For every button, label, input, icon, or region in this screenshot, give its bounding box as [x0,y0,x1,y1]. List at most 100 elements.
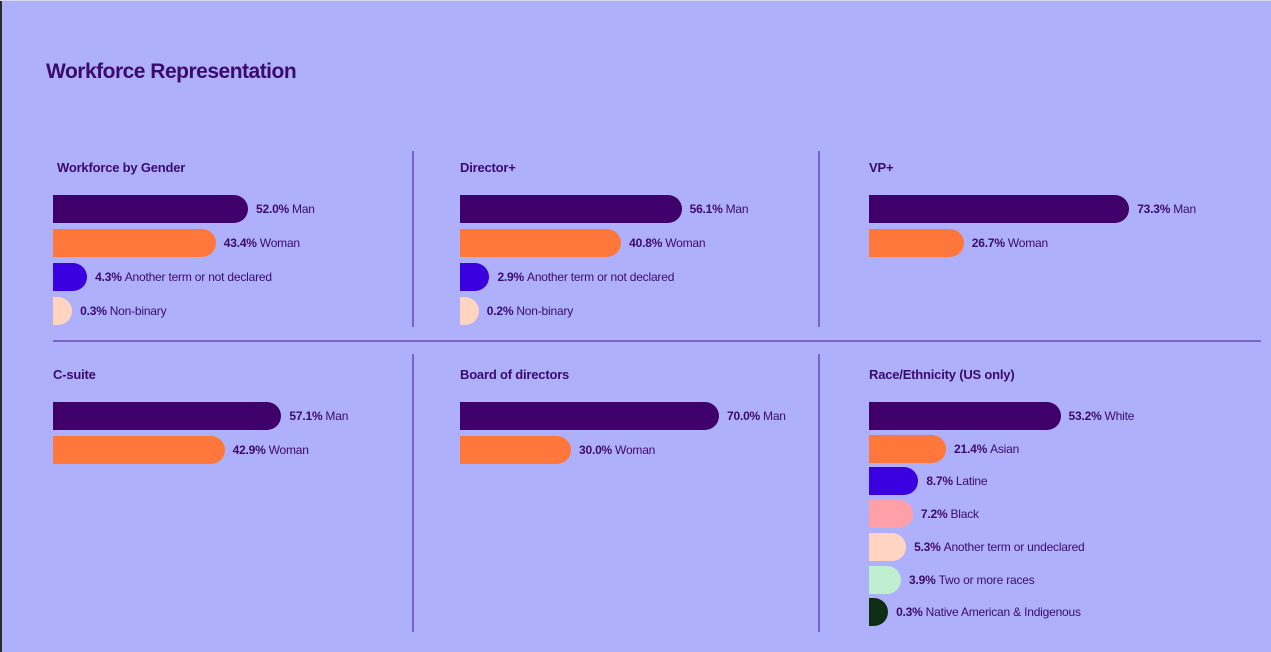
value-label: 7.2% [920,507,948,522]
bar-row: 52.0% Man [53,195,315,223]
data-label: 56.1% Man [690,202,749,216]
data-label: 4.3% Another term or not declared [95,270,272,284]
bar-man [869,195,1130,223]
bar-row: 40.8% Woman [460,229,706,257]
bar-another-term-or-undeclared [869,532,907,561]
data-label: 73.3% Man [1137,202,1196,216]
bar-row: 2.9% Another term or not declared [460,263,674,291]
value-label: 8.7% [926,474,953,489]
category-label: Man [292,202,315,216]
page-title: Workforce Representation [46,60,297,83]
bar-row: 30.0% Woman [460,436,655,464]
category-label: Woman [268,443,309,457]
data-label: 3.9% Two or more races [909,573,1035,587]
value-label: 4.3% [95,270,122,284]
chart-title: Director+ [460,160,516,175]
value-label: 73.3% [1137,202,1171,216]
chart-title: C-suite [53,367,96,382]
data-label: 0.3% Non-binary [80,304,166,318]
vertical-divider [818,354,820,632]
bar-another-term-or-not-declared [53,263,88,291]
value-label: 30.0% [579,443,613,457]
data-label: 21.4% Asian [954,442,1019,456]
data-label: 2.9% Another term or not declared [497,270,674,284]
vertical-divider [818,151,820,327]
bar-latine [869,467,919,496]
category-label: Black [950,507,979,522]
data-label: 40.8% Woman [629,236,705,250]
category-label: Non-binary [516,304,574,318]
value-label: 70.0% [727,409,761,423]
category-label: Woman [259,236,300,250]
data-label: 57.1% Man [289,409,348,423]
bar-row: 0.2% Non-binary [460,297,573,325]
bar-row: 43.4% Woman [53,229,300,257]
bar-two-or-more-races [869,565,902,594]
chart-title: Race/Ethnicity (US only) [869,367,1015,382]
category-label: Native American & Indigenous [925,605,1081,620]
category-label: Two or more races [938,572,1035,587]
value-label: 0.2% [486,304,514,318]
bar-black [869,500,913,529]
value-label: 21.4% [954,441,988,456]
bar-row: 8.7% Latine [869,467,988,496]
bar-row: 70.0% Man [460,402,786,430]
category-label: White [1104,409,1135,423]
data-label: 5.3% Another term or undeclared [914,539,1085,554]
bar-row: 0.3% Native American & Indigenous [869,598,1081,627]
category-label: Latine [955,474,988,489]
value-label: 2.9% [497,270,525,284]
value-label: 52.0% [256,202,290,216]
bar-another-term-or-not-declared [460,263,490,291]
bar-row: 53.2% White [869,402,1134,430]
data-label: 8.7% Latine [926,474,987,488]
data-label: 7.2% Black [921,507,979,521]
bar-man [53,402,282,430]
data-label: 70.0% Man [727,409,786,423]
category-label: Woman [665,236,706,250]
data-label: 52.0% Man [256,202,315,216]
data-label: 43.4% Woman [224,236,300,250]
data-label: 42.9% Woman [233,443,309,457]
bar-woman [53,229,216,257]
value-label: 40.8% [629,236,663,250]
value-label: 0.3% [80,304,107,318]
bar-non-binary [53,297,73,325]
window-left-edge [0,0,2,652]
value-label: 26.7% [971,236,1005,250]
bar-man [53,195,248,223]
value-label: 53.2% [1068,409,1102,423]
category-label: Another term or undeclared [943,539,1085,554]
window-top-edge [0,0,1271,1]
bar-row: 56.1% Man [460,195,749,223]
category-label: Non-binary [109,304,167,318]
bar-native-american-indigenous [869,598,889,627]
bar-row: 57.1% Man [53,402,348,430]
bar-woman [869,229,964,257]
bar-non-binary [460,297,479,325]
bar-man [460,402,719,430]
bar-woman [460,229,622,257]
data-label: 0.3% Native American & Indigenous [896,605,1081,619]
bar-row: 5.3% Another term or undeclared [869,532,1085,561]
bar-man [460,195,682,223]
data-label: 53.2% White [1069,409,1135,423]
category-label: Woman [1007,236,1048,250]
chart-title: Board of directors [460,367,570,382]
vertical-divider [412,354,414,632]
category-label: Another term or not declared [527,270,675,284]
vertical-divider [412,151,414,327]
category-label: Man [725,202,749,216]
value-label: 57.1% [289,409,323,423]
value-label: 0.3% [896,605,923,620]
bar-row: 42.9% Woman [53,436,309,464]
data-label: 0.2% Non-binary [487,304,573,318]
data-label: 26.7% Woman [972,236,1048,250]
bar-row: 21.4% Asian [869,434,1019,463]
category-label: Man [325,409,349,423]
bar-row: 4.3% Another term or not declared [53,263,272,291]
value-label: 56.1% [689,202,723,216]
data-label: 30.0% Woman [579,443,655,457]
chart-title: Workforce by Gender [57,160,186,175]
bar-woman [460,436,571,464]
